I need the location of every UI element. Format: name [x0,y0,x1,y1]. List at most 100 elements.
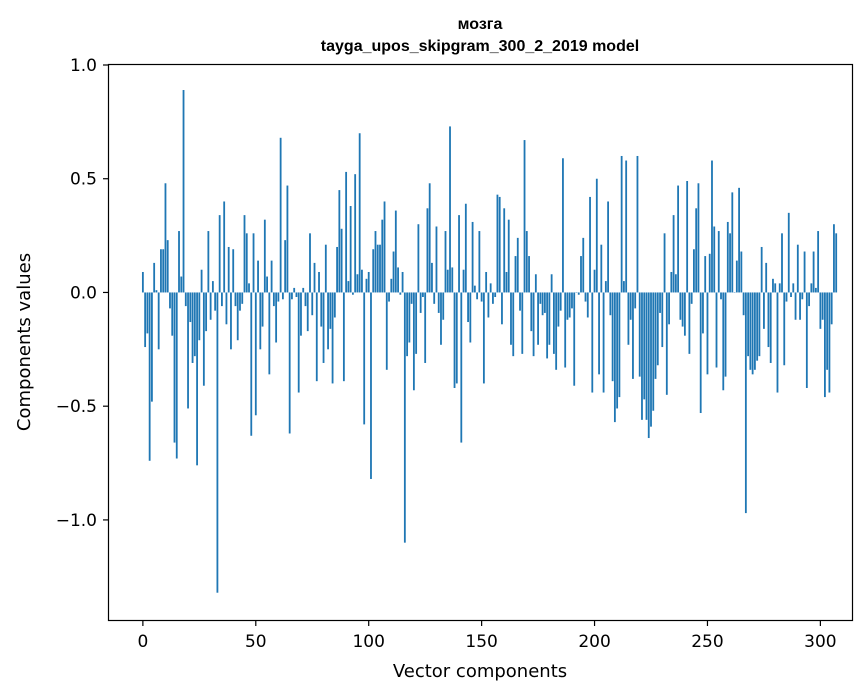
x-tick-label: 250 [691,632,723,652]
bar [505,271,508,293]
bar [494,292,497,298]
bar [521,292,524,354]
bar [198,292,201,341]
bar [295,292,298,298]
bar [469,292,472,343]
bar [724,292,727,377]
bar [221,292,223,307]
bar [444,231,447,293]
bar [645,292,648,420]
bar [300,292,302,336]
bar [412,292,415,391]
bar [187,292,189,409]
bar [200,269,203,293]
bar [446,269,449,293]
bar [672,215,675,293]
bar [593,269,596,293]
bar [828,292,831,393]
bar [340,228,343,293]
bar [363,292,366,425]
bar [496,194,499,293]
bar [324,244,327,293]
bar [564,292,567,368]
bar [141,271,144,293]
bar [153,262,156,293]
bar [155,290,158,293]
y-tick-label: −0.5 [56,397,97,417]
bar [392,251,395,293]
bar [720,292,722,300]
bar [835,233,838,293]
bar [397,267,399,293]
bar [419,292,422,313]
bar [239,292,241,311]
bar [173,292,176,443]
bar [559,292,562,311]
bar [336,246,338,293]
chart-title: мозга [458,16,503,33]
bar [166,240,169,293]
bar [275,292,278,343]
bar [291,292,293,300]
bar [428,183,431,293]
bar [189,292,192,323]
bar [814,287,817,293]
bar [620,155,623,293]
bar [426,208,429,293]
bar [442,292,445,320]
x-tick-label: 100 [352,632,384,652]
bar [148,292,151,461]
bar [191,292,194,363]
y-tick-label: 0.5 [70,170,97,190]
bar-series [141,90,838,593]
bar [464,203,467,293]
bar [595,178,598,293]
bar [808,292,810,307]
bar [641,292,643,420]
bar [333,292,336,318]
bar [485,271,488,293]
bar [679,292,682,320]
bar [284,240,287,293]
bar [747,292,750,357]
bar [489,283,492,293]
bar [555,292,558,370]
bar [406,292,409,357]
bar [394,210,397,293]
bar [503,208,506,293]
bar [257,260,259,293]
bar [449,126,451,293]
bar [778,283,781,293]
x-axis-label: Vector components [393,661,567,682]
bar [577,292,580,295]
bar [347,281,350,293]
bar [401,271,404,293]
bar [629,292,632,320]
bar [236,292,239,341]
bar [543,292,546,313]
bar [810,283,813,293]
bar [781,233,783,293]
bar [803,251,806,293]
bar [286,185,289,293]
bar [659,292,661,313]
bar [528,256,530,293]
bar [361,269,363,293]
bar [787,212,790,293]
bar [263,219,266,293]
bar [776,292,779,393]
bar [557,292,560,327]
bar [354,174,357,293]
bar [297,292,300,393]
bar [311,292,314,316]
y-tick-label: 0.0 [70,283,97,303]
bar [399,292,402,295]
bar [487,292,490,318]
bar [693,249,695,293]
bar [385,292,388,370]
bar [758,292,761,357]
bar [674,274,677,293]
bar [234,292,237,307]
bar [523,140,526,293]
